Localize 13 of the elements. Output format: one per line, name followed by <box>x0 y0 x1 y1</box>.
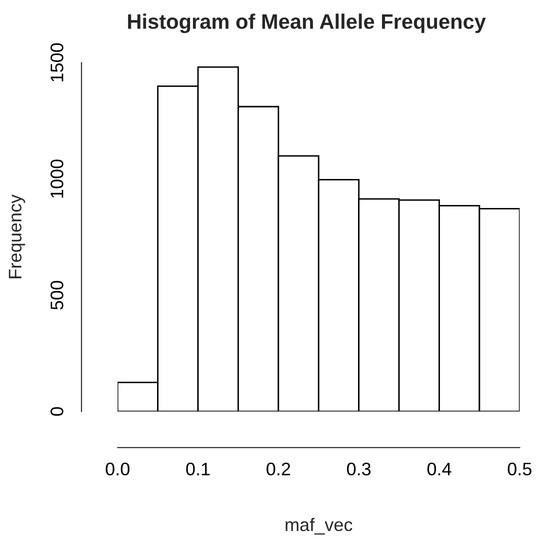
y-tick-label: 0 <box>50 407 64 416</box>
y-tick-label: 1500 <box>50 43 64 82</box>
x-axis-title: maf_vec <box>286 518 352 535</box>
x-tick-label: 0.5 <box>508 462 532 476</box>
x-tick-label: 0.0 <box>106 462 130 476</box>
x-tick-label: 0.4 <box>427 462 452 476</box>
x-tick-label: 0.1 <box>186 462 210 476</box>
y-axis-title: Frequency <box>8 194 26 278</box>
x-tick-label: 0.3 <box>346 462 371 476</box>
y-tick-label: 500 <box>50 280 64 310</box>
y-tick-label: 1000 <box>50 160 64 198</box>
x-tick-label: 0.2 <box>266 462 290 476</box>
chart-title: Histogram of Mean Allele Frequency <box>128 14 486 34</box>
